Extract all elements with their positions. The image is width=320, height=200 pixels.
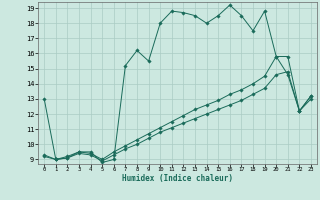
X-axis label: Humidex (Indice chaleur): Humidex (Indice chaleur) xyxy=(122,174,233,183)
